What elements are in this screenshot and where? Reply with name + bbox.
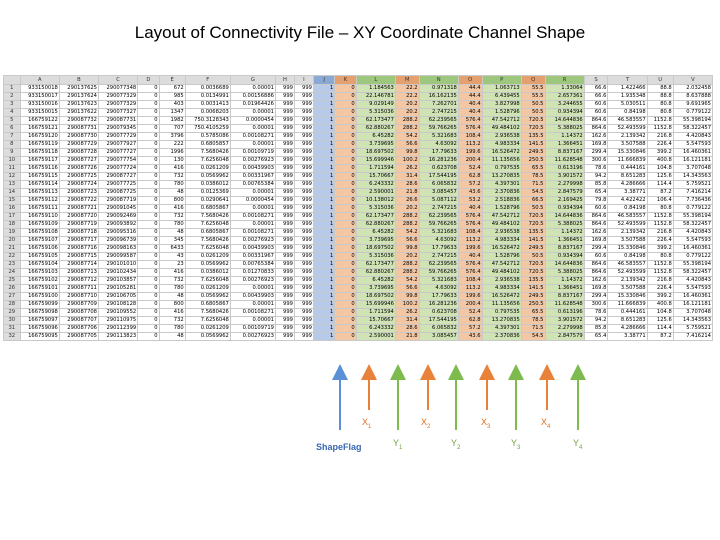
table-cell[interactable]: 0 bbox=[137, 332, 160, 341]
shapeflag-label: ShapeFlag bbox=[316, 442, 362, 452]
table-cell[interactable]: 0.00276923 bbox=[229, 332, 276, 341]
x1-label: X1 bbox=[362, 417, 372, 430]
y3-label: Y3 bbox=[511, 438, 521, 451]
table-row: 17 166759110 290087720 290092469 0 732 7.56804… bbox=[3, 212, 714, 221]
table-cell[interactable]: 48 bbox=[158, 332, 186, 341]
table-row: 29 166759098 290087708 290109552 0 416 7.56804… bbox=[3, 308, 714, 317]
y4-label: Y4 bbox=[573, 438, 583, 451]
table-cell[interactable]: 7.416214 bbox=[672, 332, 714, 341]
table-cell[interactable]: 0 bbox=[334, 332, 357, 341]
slide-title: Layout of Connectivity File – XY Coordin… bbox=[134, 23, 586, 42]
table-row: 8 166759119 290087729 290077927 0 222 0.680585… bbox=[3, 140, 714, 149]
table-row: 32 166759095 290087705 290113823 0 48 0.056996… bbox=[3, 332, 714, 341]
table-row: 27 166759100 290087710 290106705 0 48 0.056996… bbox=[3, 292, 714, 301]
table-row: 15 166759112 290087722 290087719 0 800 0.02906… bbox=[3, 196, 714, 205]
table-row: 10 166759117 290087727 290077754 0 130 7.62560… bbox=[3, 156, 714, 165]
table-cell[interactable]: 2.590001 bbox=[355, 332, 396, 341]
table-row: 16 166759111 290087721 290091045 0 416 0.68058… bbox=[3, 204, 714, 213]
table-row: 19 166759108 290087718 290095316 0 48 0.680586… bbox=[3, 228, 714, 237]
table-row: 18 166759109 290087719 290093892 0 780 7.62560… bbox=[3, 220, 714, 229]
y2-label: Y2 bbox=[451, 438, 461, 451]
table-cell[interactable]: 3.085457 bbox=[418, 332, 459, 341]
x4-label: X4 bbox=[541, 417, 551, 430]
x3-label: X3 bbox=[481, 417, 491, 430]
y1-label: Y1 bbox=[393, 438, 403, 451]
table-row: 13 166759114 290087724 290077725 0 780 0.03860… bbox=[3, 180, 714, 189]
table-row: 26 166759101 290087711 290105281 0 780 0.02612… bbox=[3, 284, 714, 293]
spreadsheet-body: 1 933150018 290137625 290077348 0 672 0.003668… bbox=[3, 84, 714, 341]
table-row: 11 166759116 290087726 290077724 0 416 0.02612… bbox=[3, 164, 714, 173]
table-row: 28 166759099 290087709 290108128 0 800 0.68058… bbox=[3, 300, 714, 309]
table-cell[interactable]: 2.370836 bbox=[481, 332, 522, 341]
x2-label: X2 bbox=[421, 417, 431, 430]
table-cell[interactable]: 2.847579 bbox=[544, 332, 585, 341]
